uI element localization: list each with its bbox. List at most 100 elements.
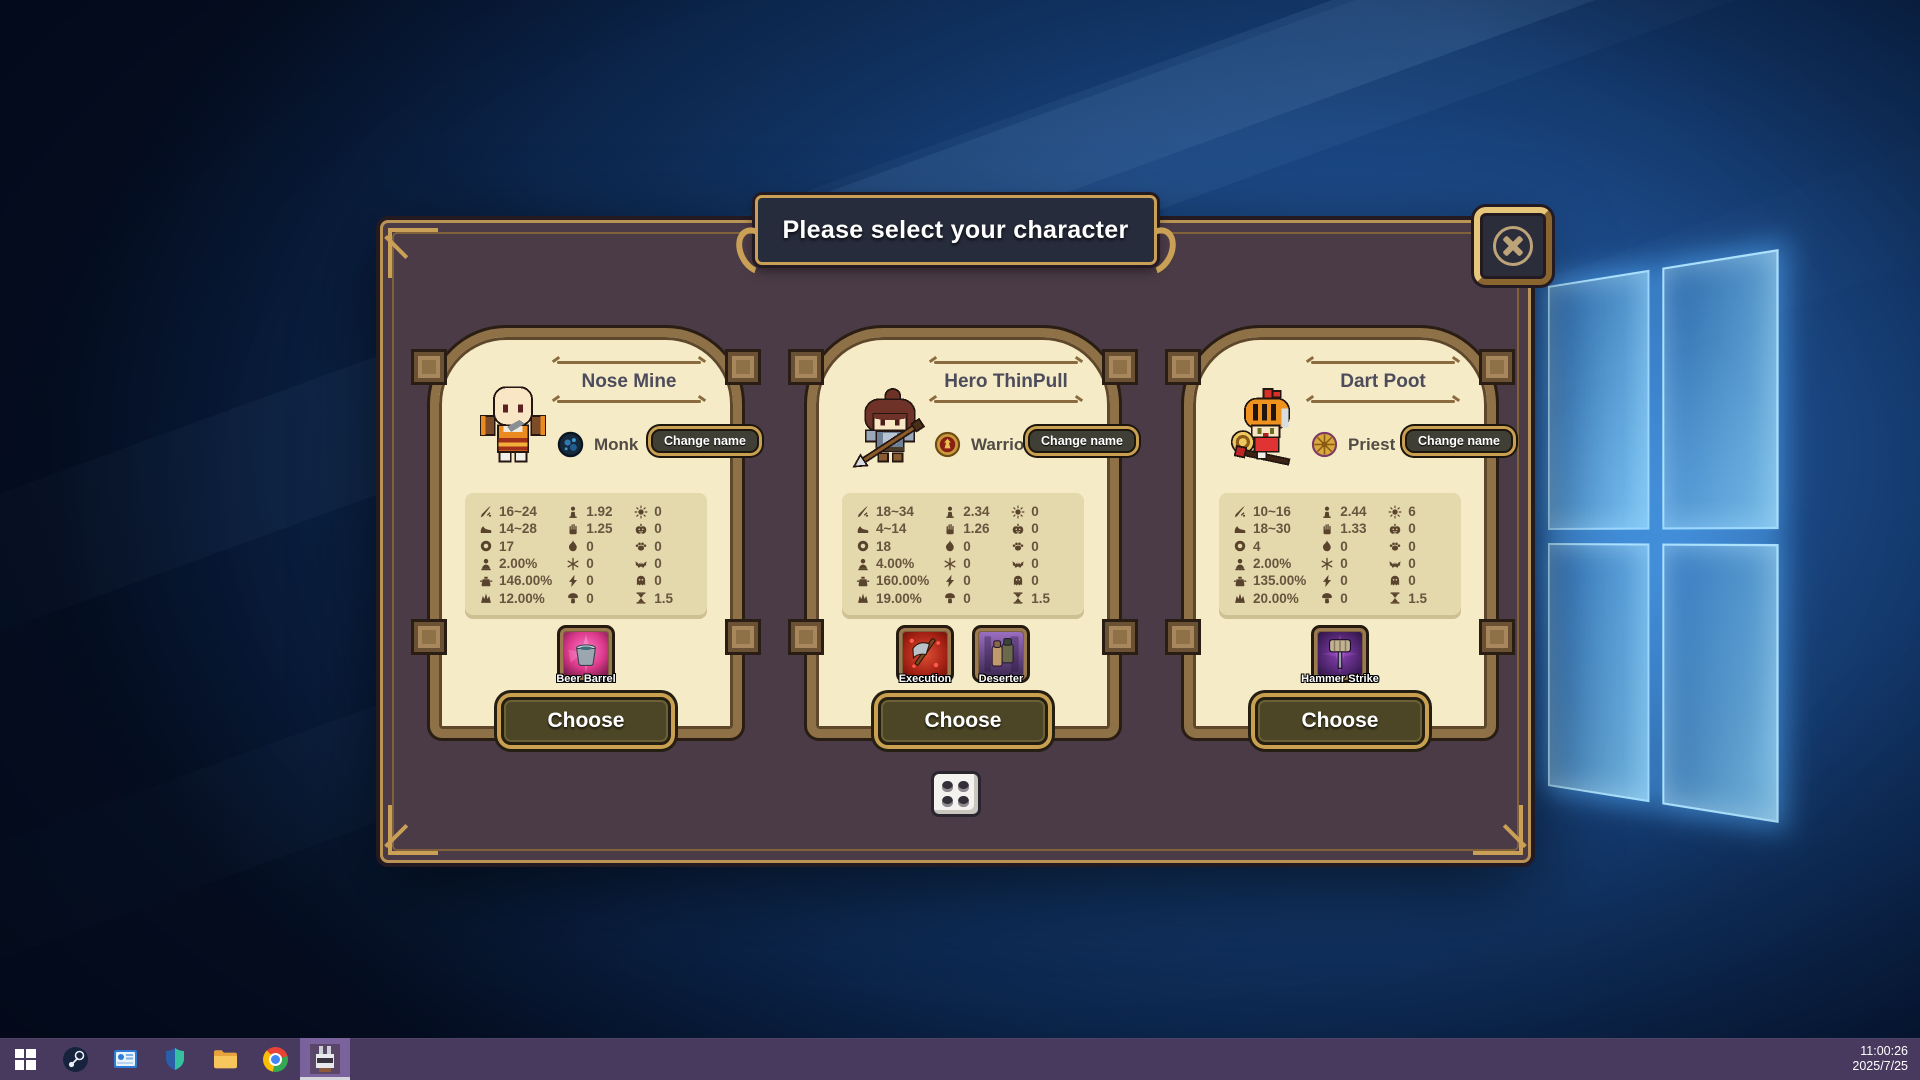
stat-value: 0 <box>1340 590 1348 606</box>
change-name-button[interactable]: Change name <box>1405 429 1513 453</box>
stat-claw: 20.00% <box>1233 590 1316 607</box>
skill-hammer-strike[interactable]: Hammer Strike <box>1301 625 1379 685</box>
stats-panel: 18~34 2.34 0 4~14 1.26 0 18 0 0 4.00% 0 0 160.00% 0 0 1… <box>842 493 1084 619</box>
stat-sun: 0 <box>634 503 695 520</box>
bat-icon <box>634 557 648 571</box>
corner-ornament <box>388 805 438 855</box>
choose-button[interactable]: Choose <box>878 697 1048 745</box>
stat-mushroom: 0 <box>566 590 630 607</box>
window-pane <box>1661 542 1779 823</box>
antler-icon <box>943 522 957 536</box>
dice-pip <box>958 796 970 808</box>
change-name-button[interactable]: Change name <box>1028 429 1136 453</box>
frame-knob <box>788 619 824 655</box>
pc-settings-icon[interactable] <box>100 1038 150 1080</box>
stat-antler: 1.25 <box>566 520 630 537</box>
bust-icon <box>479 557 493 571</box>
skill-label: Beer Barrel <box>556 673 616 685</box>
shoe-icon <box>1233 522 1247 536</box>
stat-bat: 0 <box>1388 555 1449 572</box>
clock-date: 2025/7/25 <box>1852 1059 1908 1073</box>
class-row: Monk <box>557 431 638 458</box>
mushroom-icon <box>1320 591 1334 605</box>
decorative-line <box>1311 361 1455 364</box>
ring-icon <box>1233 539 1247 553</box>
class-name: Priest <box>1348 434 1396 454</box>
steam-icon[interactable] <box>50 1038 100 1080</box>
stat-value: 0 <box>1408 573 1416 589</box>
file-explorer-icon[interactable] <box>200 1038 250 1080</box>
taskbar-clock[interactable]: 11:00:26 2025/7/25 <box>1852 1044 1920 1074</box>
stat-value: 4.00% <box>876 556 915 572</box>
stat-value: 14~28 <box>499 521 537 537</box>
claw-icon <box>479 591 493 605</box>
dice-button[interactable] <box>930 771 981 817</box>
ghost-icon <box>1388 574 1402 588</box>
stat-value: 1.33 <box>1340 521 1367 537</box>
taskbar: 11:00:26 2025/7/25 <box>0 1038 1920 1080</box>
stat-paw: 0 <box>634 538 695 555</box>
skills-row: Execution Deserter <box>816 625 1110 685</box>
start-button[interactable] <box>0 1038 50 1080</box>
name-plate: Dart Poot <box>1305 361 1461 403</box>
stat-value: 0 <box>654 573 662 589</box>
stat-claw: 19.00% <box>856 590 939 607</box>
stat-value: 135.00% <box>1253 573 1307 589</box>
skill-execution[interactable]: Execution <box>896 625 954 685</box>
flame-icon <box>1320 539 1334 553</box>
chrome-icon[interactable] <box>250 1038 300 1080</box>
window-pane <box>1548 542 1649 803</box>
pot-icon <box>856 574 870 588</box>
stat-value: 4 <box>1253 538 1261 554</box>
bust-icon <box>856 557 870 571</box>
character-sprite-monk <box>480 386 546 463</box>
stat-paw: 0 <box>1011 538 1072 555</box>
skill-deserter[interactable]: Deserter <box>972 625 1030 685</box>
stat-value: 0 <box>586 538 594 554</box>
stat-hourglass: 1.5 <box>1388 590 1449 607</box>
character-cards: Nose Mine Monk Change name 16~24 1.92 0 14~… <box>411 328 1515 745</box>
stat-value: 12.00% <box>499 590 545 606</box>
choose-button[interactable]: Choose <box>501 697 671 745</box>
character-select-dialog: Please select your character <box>380 195 1552 863</box>
stat-sword: 18~34 <box>856 503 939 520</box>
character-name: Dart Poot <box>1340 371 1426 392</box>
security-shield-icon[interactable] <box>150 1038 200 1080</box>
character-card-priest: Dart Poot Priest Change name 10~16 2.44 6 1… <box>1165 328 1515 745</box>
stat-sword: 16~24 <box>479 503 562 520</box>
skill-beer-barrel[interactable]: Beer Barrel <box>556 625 616 685</box>
stat-sun: 0 <box>1011 503 1072 520</box>
stat-value: 20.00% <box>1253 590 1299 606</box>
character-sprite-priest <box>1230 388 1291 466</box>
decorative-line <box>1311 400 1455 403</box>
bust-icon <box>1233 557 1247 571</box>
character-name: Nose Mine <box>581 371 677 392</box>
sword-icon <box>1233 505 1247 519</box>
stat-value: 0 <box>1408 521 1416 537</box>
steam-logo-icon <box>62 1046 88 1072</box>
stat-value: 0 <box>1340 573 1348 589</box>
game-taskbar-icon[interactable] <box>300 1038 350 1080</box>
stat-value: 146.00% <box>499 573 553 589</box>
change-name-button[interactable]: Change name <box>651 429 759 453</box>
pot-icon <box>1233 574 1247 588</box>
close-button[interactable] <box>1474 207 1552 285</box>
stat-pumpkin: 0 <box>634 520 695 537</box>
choose-button[interactable]: Choose <box>1255 697 1425 745</box>
stat-value: 1.5 <box>654 590 673 606</box>
stat-value: 19.00% <box>876 590 922 606</box>
frame-knob <box>1165 349 1201 385</box>
taskbar-icons <box>0 1038 350 1080</box>
character-card-warrior: Hero ThinPull Warrior Change name 18~34 2… <box>788 328 1138 745</box>
name-plate: Hero ThinPull <box>928 361 1084 403</box>
stat-value: 0 <box>654 538 662 554</box>
stat-value: 0 <box>1031 521 1039 537</box>
stat-mushroom: 0 <box>1320 590 1384 607</box>
stat-value: 6 <box>1408 504 1416 520</box>
decorative-line <box>557 400 701 403</box>
character-sprite-warrior <box>852 388 926 468</box>
stat-snowflake: 0 <box>566 555 630 572</box>
mushroom-icon <box>566 591 580 605</box>
class-name: Warrior <box>971 434 1031 454</box>
sk-deserter-icon <box>979 632 1023 676</box>
